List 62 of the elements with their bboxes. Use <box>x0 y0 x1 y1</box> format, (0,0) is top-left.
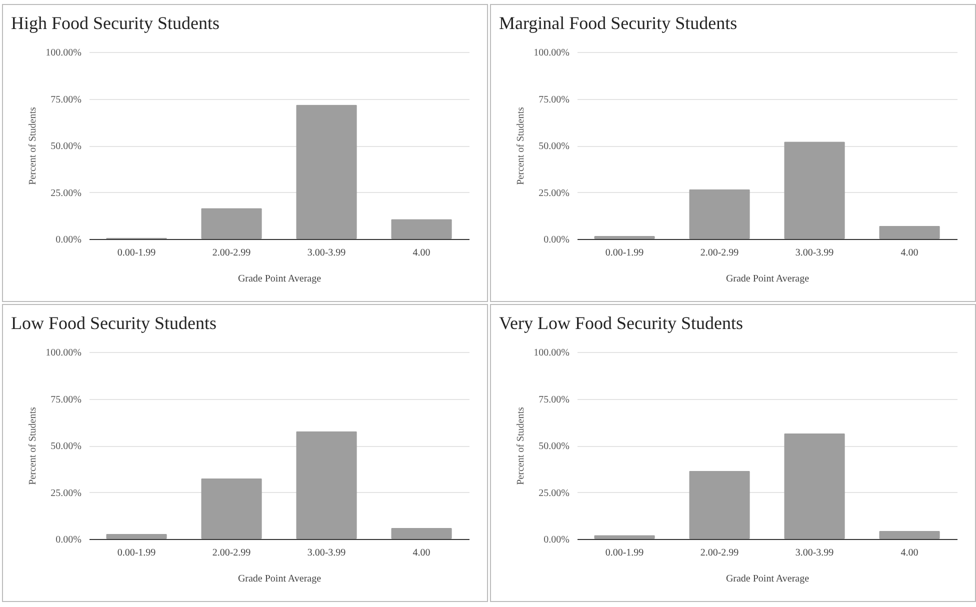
y-axis-title: Percent of Students <box>516 107 527 185</box>
bar <box>689 189 750 239</box>
bar <box>391 528 452 539</box>
y-tick-label: 25.00% <box>50 188 82 199</box>
chart-title: Marginal Food Security Students <box>499 13 738 33</box>
y-tick-label: 50.00% <box>50 141 82 152</box>
x-axis-title: Grade Point Average <box>238 574 322 584</box>
y-tick-label: 50.00% <box>538 441 570 452</box>
y-tick-label: 0.00% <box>544 234 570 246</box>
x-tick-label: 0.00-1.99 <box>605 548 644 558</box>
x-tick-label: 2.00-2.99 <box>212 548 251 558</box>
bar <box>594 236 655 239</box>
y-tick-label: 50.00% <box>50 441 82 452</box>
bar <box>879 530 940 539</box>
x-tick-label: 4.00 <box>900 548 918 558</box>
y-tick-label: 75.00% <box>50 394 82 406</box>
y-tick-label: 0.00% <box>56 534 82 546</box>
bar <box>689 470 750 539</box>
chart-title: High Food Security Students <box>11 13 220 33</box>
chart-title: Very Low Food Security Students <box>499 313 743 333</box>
bar <box>784 142 845 239</box>
y-tick-label: 25.00% <box>538 188 570 199</box>
x-tick-label: 4.00 <box>412 248 430 258</box>
y-tick-label: 0.00% <box>56 234 82 246</box>
bar <box>879 226 940 239</box>
x-tick-label: 0.00-1.99 <box>605 248 644 258</box>
x-axis-title: Grade Point Average <box>238 274 322 284</box>
bar <box>201 478 262 539</box>
bar <box>391 219 452 239</box>
chart-title: Low Food Security Students <box>11 313 216 333</box>
y-axis-title: Percent of Students <box>516 407 527 485</box>
x-tick-label: 2.00-2.99 <box>212 248 251 258</box>
y-tick-label: 100.00% <box>46 48 82 58</box>
x-tick-label: 3.00-3.99 <box>795 548 834 558</box>
x-axis-title: Grade Point Average <box>726 574 810 584</box>
x-tick-label: 0.00-1.99 <box>117 248 156 258</box>
bar <box>296 104 357 239</box>
bar <box>201 208 262 239</box>
x-tick-label: 4.00 <box>900 248 918 258</box>
x-tick-label: 4.00 <box>412 548 430 558</box>
y-axis-title: Percent of Students <box>28 107 39 185</box>
y-tick-label: 100.00% <box>534 48 570 58</box>
y-tick-label: 0.00% <box>544 534 570 546</box>
y-axis-title: Percent of Students <box>28 407 39 485</box>
x-tick-label: 3.00-3.99 <box>307 248 346 258</box>
y-tick-label: 25.00% <box>50 488 82 499</box>
y-tick-label: 25.00% <box>538 488 570 499</box>
x-tick-label: 3.00-3.99 <box>307 548 346 558</box>
x-tick-label: 0.00-1.99 <box>117 548 156 558</box>
y-tick-label: 75.00% <box>538 394 570 406</box>
y-tick-label: 100.00% <box>534 348 570 358</box>
bar <box>296 431 357 539</box>
x-axis-title: Grade Point Average <box>726 274 810 284</box>
x-tick-label: 2.00-2.99 <box>700 548 739 558</box>
y-tick-label: 75.00% <box>538 94 570 106</box>
x-tick-label: 3.00-3.99 <box>795 248 834 258</box>
bar <box>784 433 845 539</box>
y-tick-label: 100.00% <box>46 348 82 358</box>
bar <box>106 534 167 539</box>
y-tick-label: 75.00% <box>50 94 82 106</box>
y-tick-label: 50.00% <box>538 141 570 152</box>
x-tick-label: 2.00-2.99 <box>700 248 739 258</box>
